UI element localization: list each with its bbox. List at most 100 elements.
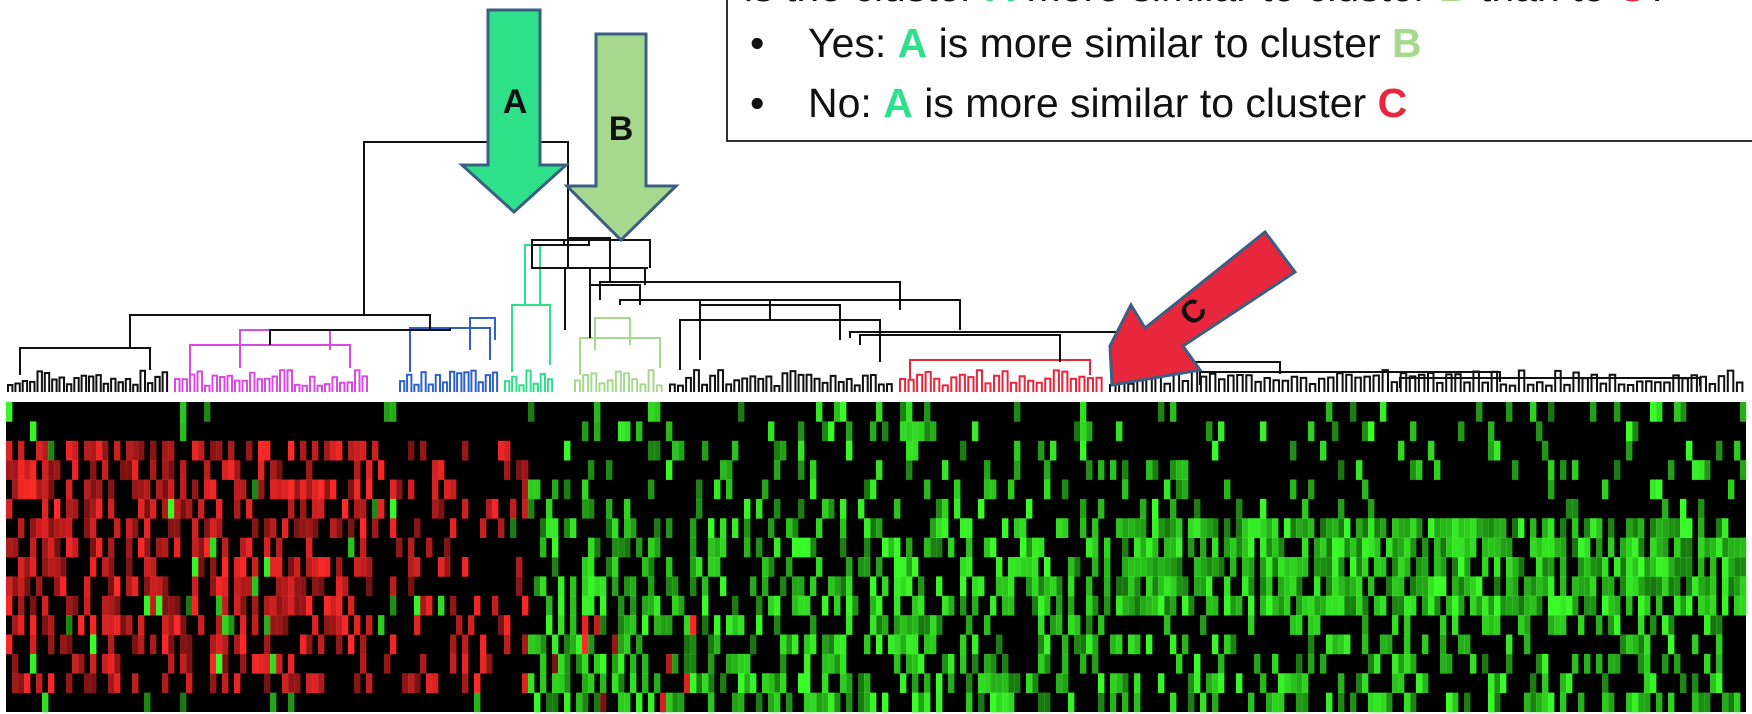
- heatmap-cell: [462, 498, 469, 519]
- heatmap-cell: [300, 518, 307, 539]
- heatmap-cell: [840, 537, 847, 558]
- heatmap-cell: [522, 595, 529, 616]
- heatmap-cell: [1536, 692, 1543, 713]
- heatmap-cell: [648, 537, 655, 558]
- heatmap-cell: [894, 557, 901, 577]
- dendrogram-branch: [677, 384, 684, 392]
- heatmap-cell: [1710, 537, 1717, 558]
- heatmap-cell: [90, 557, 97, 577]
- heatmap-cell: [1650, 402, 1657, 422]
- heatmap-cell: [1458, 537, 1465, 558]
- heatmap-cell: [1530, 576, 1537, 597]
- heatmap-cell: [330, 595, 337, 616]
- heatmap-cell: [1692, 460, 1699, 480]
- dendrogram-branch: [161, 371, 169, 392]
- heatmap-cell: [366, 615, 373, 635]
- heatmap-cell: [642, 595, 649, 616]
- heatmap-cell: [1080, 440, 1087, 461]
- heatmap-cell: [432, 498, 439, 519]
- heatmap-cell: [1266, 576, 1273, 597]
- heatmap-cell: [306, 537, 313, 558]
- heatmap-cell: [138, 634, 145, 655]
- heatmap-cell: [1266, 557, 1273, 577]
- heatmap-cell: [714, 479, 721, 500]
- heatmap-cell: [918, 692, 925, 713]
- heatmap-cell: [1428, 576, 1435, 597]
- heatmap-cell: [474, 673, 481, 694]
- heatmap-cell: [396, 537, 403, 558]
- heatmap-cell: [1260, 498, 1267, 519]
- heatmap-cell: [204, 479, 211, 500]
- heatmap-cell: [162, 440, 169, 461]
- heatmap-cell: [1644, 595, 1651, 616]
- heatmap-cell: [1440, 615, 1447, 635]
- heatmap-cell: [894, 576, 901, 597]
- heatmap-cell: [1512, 460, 1519, 480]
- heatmap-cell: [306, 479, 313, 500]
- heatmap-cell: [366, 576, 373, 597]
- heatmap-cell: [960, 634, 967, 655]
- dendrogram-branch: [1617, 383, 1626, 392]
- heatmap-cell: [306, 460, 313, 480]
- heatmap-cell: [1284, 673, 1291, 694]
- heatmap-cell: [1080, 634, 1087, 655]
- heatmap-cell: [594, 653, 601, 674]
- heatmap-cell: [1668, 576, 1675, 597]
- heatmap-cell: [204, 537, 211, 558]
- heatmap-cell: [198, 498, 205, 519]
- heatmap-cell: [882, 615, 889, 635]
- heatmap-cell: [84, 595, 91, 616]
- heatmap-cell: [648, 440, 655, 461]
- heatmap-cell: [552, 673, 559, 694]
- arrow-a-label: A: [503, 83, 528, 121]
- heatmap-cell: [210, 576, 217, 597]
- heatmap-cell: [720, 576, 727, 597]
- heatmap-cell: [180, 479, 187, 500]
- dendrogram-branch: [1308, 383, 1317, 392]
- heatmap-cell: [1002, 576, 1009, 597]
- heatmap-cell: [1626, 518, 1633, 539]
- heatmap-cell: [1008, 692, 1015, 713]
- heatmap-cell: [1350, 576, 1357, 597]
- heatmap-cell: [1044, 653, 1051, 674]
- heatmap-cell: [618, 653, 625, 674]
- heatmap-cell: [1266, 518, 1273, 539]
- dendrogram-branch: [1526, 383, 1535, 392]
- dendrogram-branch: [749, 375, 757, 392]
- heatmap-cell: [942, 498, 949, 519]
- heatmap-cell: [936, 673, 943, 694]
- heatmap-cell: [1698, 557, 1705, 577]
- heatmap-cell: [126, 460, 133, 480]
- heatmap-cell: [1380, 518, 1387, 539]
- heatmap-cell: [42, 440, 49, 461]
- dendrogram-branch: [598, 382, 606, 392]
- dendrogram-branch: [1699, 375, 1707, 392]
- heatmap-cell: [1338, 595, 1345, 616]
- heatmap-cell: [1224, 518, 1231, 539]
- heatmap-cell: [354, 557, 361, 577]
- heatmap-cell: [12, 460, 19, 480]
- heatmap-cell: [222, 653, 229, 674]
- heatmap-cell: [1560, 460, 1567, 480]
- heatmap-cell: [636, 634, 643, 655]
- heatmap-cell: [1620, 537, 1627, 558]
- heatmap-cell: [66, 498, 73, 519]
- heatmap-cell: [1572, 576, 1579, 597]
- heatmap-cell: [840, 634, 847, 655]
- heatmap-cell: [942, 518, 949, 539]
- heatmap-cell: [1464, 537, 1471, 558]
- heatmap-cell: [1368, 518, 1375, 539]
- heatmap-cell: [342, 498, 349, 519]
- heatmap-cell: [1188, 518, 1195, 539]
- dendrogram-branch: [845, 378, 853, 392]
- heatmap-cell: [1368, 576, 1375, 597]
- heatmap-cell: [900, 402, 907, 422]
- heatmap-cell: [1728, 557, 1735, 577]
- heatmap-cell: [708, 673, 715, 694]
- heatmap-cell: [1386, 576, 1393, 597]
- heatmap-cell: [894, 595, 901, 616]
- heatmap-cell: [762, 673, 769, 694]
- heatmap-cell: [90, 615, 97, 635]
- dendrogram-branch: [477, 381, 484, 392]
- dendrogram-branch: [958, 373, 966, 392]
